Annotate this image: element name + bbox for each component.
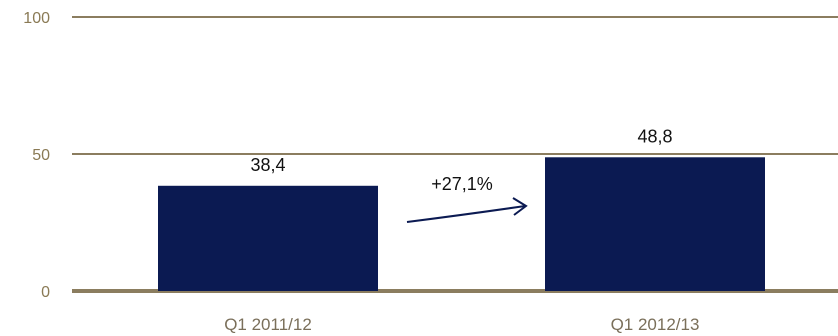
y-tick-label: 0 bbox=[41, 284, 50, 301]
y-tick-labels: 0 50 100 bbox=[23, 10, 50, 301]
y-tick-label: 50 bbox=[32, 147, 50, 164]
category-label: Q1 2012/13 bbox=[611, 315, 700, 334]
bar bbox=[158, 185, 378, 291]
category-label: Q1 2011/12 bbox=[224, 315, 312, 334]
data-labels: 38,4 48,8 bbox=[250, 126, 672, 174]
bar bbox=[545, 157, 765, 291]
bars bbox=[158, 157, 765, 291]
data-label: 38,4 bbox=[250, 155, 285, 175]
data-label: 48,8 bbox=[637, 126, 672, 146]
growth-annotation: +27,1% bbox=[406, 174, 528, 223]
category-labels: Q1 2011/12 Q1 2012/13 bbox=[224, 315, 699, 334]
growth-arrow-icon bbox=[406, 205, 526, 223]
y-tick-label: 100 bbox=[23, 10, 50, 27]
growth-annotation-label: +27,1% bbox=[431, 174, 493, 194]
arrowhead-icon bbox=[512, 197, 528, 216]
